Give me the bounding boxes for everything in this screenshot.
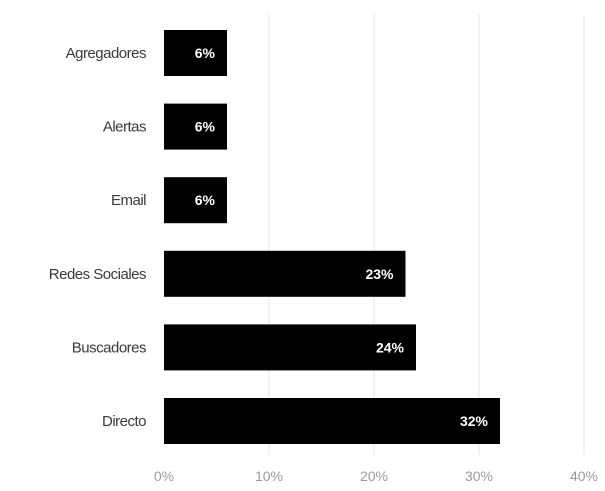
bar-alertas	[164, 103, 227, 150]
bar-agregadores	[164, 30, 227, 76]
x-tick-label-0: 0%	[154, 468, 174, 484]
data-label-directo: 32%	[460, 413, 489, 429]
data-label-agregadores: 6%	[195, 45, 216, 61]
x-tick-label-20: 20%	[360, 468, 388, 484]
x-tick-label-10: 10%	[255, 468, 283, 484]
bars	[164, 30, 500, 444]
data-labels: 6% 6% 6% 23% 24% 32%	[195, 45, 489, 429]
grid-lines	[268, 14, 585, 455]
category-labels: Agregadores Alertas Email Redes Sociales Bus…	[49, 45, 147, 430]
data-label-buscadores: 24%	[376, 339, 405, 355]
category-label-buscadores: Buscadores	[72, 339, 146, 356]
category-label-redes-sociales: Redes Sociales	[49, 266, 146, 283]
x-tick-label-30: 30%	[465, 468, 493, 484]
category-label-directo: Directo	[102, 413, 146, 430]
bar-redes-sociales	[164, 250, 406, 297]
category-label-email: Email	[111, 192, 146, 209]
data-label-email: 6%	[195, 192, 216, 208]
data-label-redes-sociales: 23%	[365, 266, 394, 282]
x-axis-tick-labels: 0% 10% 20% 30% 40%	[154, 468, 598, 484]
bar-directo	[164, 398, 500, 444]
category-label-agregadores: Agregadores	[66, 45, 146, 62]
data-label-alertas: 6%	[195, 119, 216, 135]
category-label-alertas: Alertas	[103, 119, 146, 136]
bar-email	[164, 177, 227, 224]
bar-buscadores	[164, 324, 416, 371]
x-tick-label-40: 40%	[570, 468, 598, 484]
